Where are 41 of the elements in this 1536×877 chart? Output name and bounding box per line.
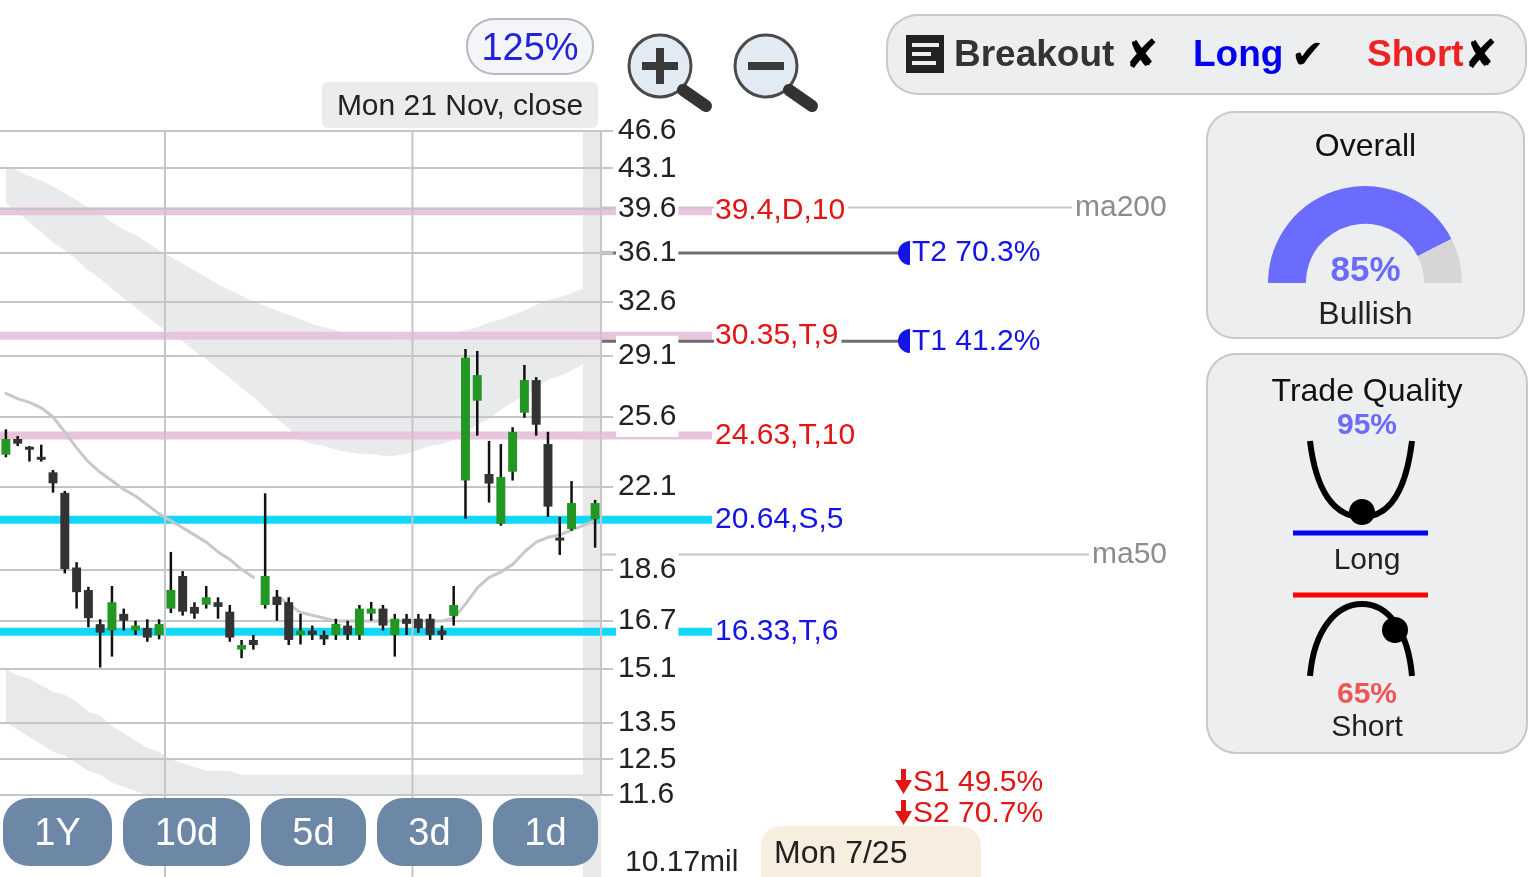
y-tick-label: 43.1 (618, 149, 677, 183)
ref-line-label: T2 70.3% (912, 234, 1041, 268)
text: Short (1367, 32, 1464, 76)
text: Long (1193, 32, 1284, 76)
text: Breakout (954, 32, 1115, 76)
text: ✘ (1464, 31, 1498, 77)
y-tick-label: 29.1 (618, 337, 677, 371)
ref-line-label: 20.64,S,5 (715, 501, 844, 535)
ref-line-label: 16.33,T,6 (715, 612, 839, 646)
ref-line-label: 24.63,T,10 (715, 416, 856, 450)
y-tick-label: 25.6 (618, 398, 677, 432)
data-label: 85% (1329, 249, 1402, 288)
y-tick-label: 15.1 (618, 650, 677, 684)
ref-line-label: T1 41.2% (912, 322, 1041, 356)
y-tick-label: 22.1 (618, 468, 677, 502)
y-tick-label: 18.6 (618, 550, 677, 584)
ref-line-label: ma50 (1092, 535, 1168, 569)
text: S2 70.7% (913, 795, 1044, 829)
text: 10.17mil (625, 844, 739, 877)
ref-line-label: ma200 (1075, 188, 1167, 222)
y-tick-label: 46.6 (618, 112, 677, 146)
text: Long (1332, 542, 1402, 576)
text: Trade Quality (1270, 372, 1464, 408)
ref-line-label: 30.35,T,9 (715, 317, 839, 351)
ref-line-label: 39.4,D,10 (715, 192, 846, 226)
text: S1 49.5% (913, 764, 1044, 798)
text: 95% (1335, 407, 1397, 441)
text: ✔ (1291, 31, 1325, 77)
text: Short (1330, 709, 1404, 743)
y-tick-label: 13.5 (618, 703, 677, 737)
y-tick-label: 32.6 (618, 282, 677, 316)
y-tick-label: 36.1 (618, 234, 677, 268)
text: ✘ (1125, 31, 1159, 77)
text: Mon 7/25 (774, 833, 908, 870)
chart-title: Overall (1313, 127, 1418, 163)
text: 65% (1335, 676, 1398, 710)
y-tick-label: 39.6 (618, 189, 677, 223)
y-tick-label: 11.6 (618, 776, 675, 810)
y-tick-label: 12.5 (618, 740, 677, 774)
text: Bullish (1317, 295, 1414, 331)
y-tick-label: 16.7 (618, 602, 677, 636)
